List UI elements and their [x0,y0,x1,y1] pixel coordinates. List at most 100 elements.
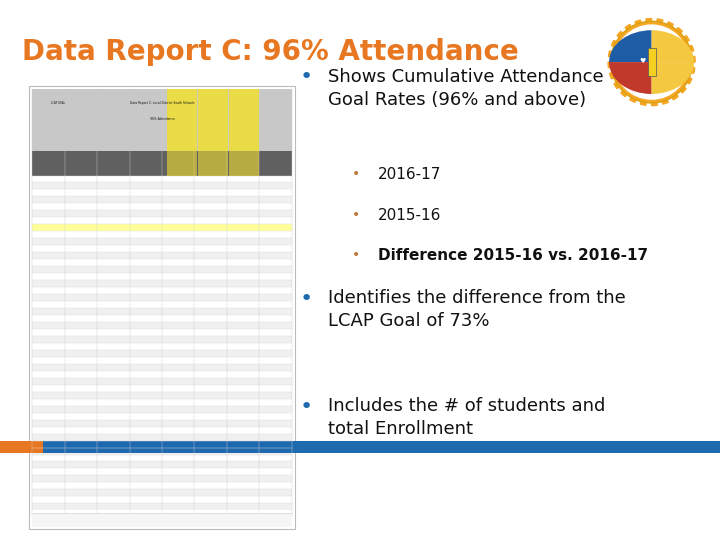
Bar [32,392,292,399]
Bar [167,89,197,151]
Bar [32,294,292,301]
Bar [32,413,292,420]
Polygon shape [652,56,695,62]
Text: Shows Cumulative Attendance
Goal Rates (96% and above): Shows Cumulative Attendance Goal Rates (… [328,68,603,109]
Bar [32,231,292,238]
Wedge shape [609,62,652,94]
Bar [32,482,292,489]
Polygon shape [652,22,673,62]
Polygon shape [652,62,695,73]
Text: 2015-16: 2015-16 [378,208,441,223]
Polygon shape [611,40,652,62]
Bar [32,252,292,259]
Ellipse shape [614,24,689,100]
Text: ♥: ♥ [639,57,645,64]
Text: LCAP GOAL: LCAP GOAL [51,100,66,105]
Wedge shape [652,62,694,94]
Bar [32,503,292,510]
Polygon shape [652,36,689,62]
Bar [32,245,292,252]
Bar [32,211,292,217]
Bar [32,441,292,448]
Bar [32,224,292,231]
Polygon shape [640,62,652,105]
Bar [32,273,292,280]
Polygon shape [652,28,683,62]
Bar [32,197,292,204]
Polygon shape [635,20,652,62]
Bar [230,151,259,176]
Polygon shape [614,62,652,89]
Bar [32,496,292,503]
Bar [32,513,292,526]
Polygon shape [608,62,652,68]
Text: Difference 2015-16 vs. 2016-17: Difference 2015-16 vs. 2016-17 [378,248,648,264]
Bar [32,287,292,294]
Bar [32,89,292,151]
Polygon shape [625,24,652,62]
Bar [32,217,292,224]
Wedge shape [609,30,652,62]
Polygon shape [646,18,652,62]
Bar [32,371,292,378]
Bar [32,384,292,391]
Bar [167,151,197,176]
Bar [32,378,292,384]
Bar [32,399,292,406]
Text: Data Report C: Local District South Schools: Data Report C: Local District South Scho… [130,100,194,105]
Bar [32,336,292,343]
Bar [230,89,259,151]
Bar [32,315,292,322]
Bar [32,406,292,413]
Bar [32,364,292,371]
Bar [32,224,292,231]
Bar [29,86,295,529]
Polygon shape [652,62,686,93]
Bar [32,350,292,357]
Bar [32,259,292,266]
Polygon shape [652,62,678,100]
Bar [32,475,292,482]
Text: Includes the # of students and
total Enrollment: Includes the # of students and total Enr… [328,397,605,438]
Bar [32,489,292,496]
Bar [32,343,292,350]
Bar [32,322,292,329]
Bar [32,462,292,469]
Bar [32,301,292,308]
Bar [32,190,292,197]
Bar [32,183,292,190]
Ellipse shape [611,21,693,103]
Bar [32,329,292,336]
Text: •: • [300,397,312,417]
Polygon shape [608,51,652,62]
Bar [198,89,228,151]
Bar [32,151,292,176]
Polygon shape [652,62,657,106]
Bar [198,151,228,176]
Bar [647,48,656,77]
Text: 96% Attendance: 96% Attendance [150,117,174,121]
Text: •: • [300,289,312,309]
Wedge shape [652,30,694,62]
Text: 2016-17: 2016-17 [378,167,441,183]
Bar [32,238,292,245]
Bar [32,357,292,364]
Text: Identifies the difference from the
LCAP Goal of 73%: Identifies the difference from the LCAP … [328,289,626,330]
Bar [0,441,43,453]
Text: •: • [352,167,361,181]
Bar [32,280,292,287]
Bar [32,448,292,455]
Bar [32,266,292,273]
Text: Data Report C: 96% Attendance: Data Report C: 96% Attendance [22,38,518,66]
Text: •: • [352,208,361,222]
Text: •: • [352,248,361,262]
Bar [32,427,292,434]
Bar [32,176,292,183]
Bar [32,420,292,427]
Polygon shape [617,31,652,62]
Bar [32,455,292,462]
Bar [32,204,292,211]
Bar [32,308,292,315]
Text: •: • [300,68,312,87]
Polygon shape [652,62,668,104]
